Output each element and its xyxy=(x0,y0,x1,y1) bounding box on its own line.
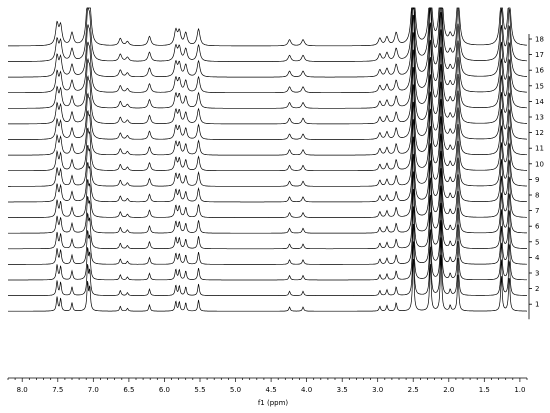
spectrum-trace-7 xyxy=(8,150,527,218)
x-tick-label: 4.0 xyxy=(301,386,312,394)
trace-index-label: 4 xyxy=(535,254,540,262)
trace-index-label: 18 xyxy=(535,36,544,44)
spectrum-traces xyxy=(8,7,528,312)
trace-index-label: 12 xyxy=(535,129,544,137)
spectrum-trace-4 xyxy=(8,202,527,265)
spectrum-trace-3 xyxy=(8,220,527,281)
trace-index-label: 3 xyxy=(535,270,539,278)
spectrum-trace-5 xyxy=(8,185,527,250)
trace-index-label: 6 xyxy=(535,223,540,231)
trace-index-label: 8 xyxy=(535,192,539,200)
x-tick-label: 2.5 xyxy=(408,386,419,394)
x-axis-label: f1 (ppm) xyxy=(258,399,289,407)
spectrum-trace-6 xyxy=(8,168,527,234)
trace-index-label: 14 xyxy=(535,98,544,106)
x-tick-label: 8.0 xyxy=(17,386,28,394)
x-tick-label: 5.0 xyxy=(230,386,241,394)
trace-index-label: 11 xyxy=(535,145,544,153)
x-tick-label: 6.0 xyxy=(159,386,170,394)
trace-index-label: 5 xyxy=(535,238,539,246)
spectrum-trace-1 xyxy=(8,254,527,312)
spectrum-trace-9 xyxy=(8,116,527,187)
trace-index-label: 10 xyxy=(535,160,544,168)
trace-index-label: 2 xyxy=(535,285,539,293)
x-tick-label: 7.5 xyxy=(52,386,63,394)
trace-index-label: 16 xyxy=(535,67,544,75)
x-tick-label: 6.5 xyxy=(123,386,134,394)
x-tick-label: 1.5 xyxy=(479,386,490,394)
spectrum-trace-8 xyxy=(8,133,527,203)
trace-index-label: 15 xyxy=(535,82,544,90)
spectrum-trace-12 xyxy=(8,64,527,140)
trace-index-label: 9 xyxy=(535,176,539,184)
spectrum-trace-11 xyxy=(8,81,528,156)
trace-index-label: 13 xyxy=(535,114,544,122)
spectrum-trace-14 xyxy=(8,29,527,109)
trace-index-label: 1 xyxy=(535,301,539,309)
spectrum-trace-10 xyxy=(8,98,527,172)
x-tick-label: 2.0 xyxy=(443,386,454,394)
x-tick-label: 1.0 xyxy=(514,386,525,394)
chemical-shift-axis: 8.0 7.5 7.0 6.5 6.0 5.5 5.0 4.5 4.0 3.5 3.0 2.5 2.0 1… xyxy=(7,377,528,394)
spectrum-trace-18 xyxy=(8,7,528,47)
x-tick-label: 5.5 xyxy=(194,386,205,394)
spectrum-trace-2 xyxy=(8,237,527,296)
x-tick-label: 4.5 xyxy=(266,386,277,394)
x-tick-label: 7.0 xyxy=(88,386,99,394)
spectrum-trace-15 xyxy=(8,11,528,94)
trace-index-label: 17 xyxy=(535,51,544,59)
trace-index-label: 7 xyxy=(535,207,539,215)
x-tick-label: 3.0 xyxy=(372,386,383,394)
spectrum-trace-13 xyxy=(8,46,528,125)
x-tick-label: 3.5 xyxy=(337,386,348,394)
